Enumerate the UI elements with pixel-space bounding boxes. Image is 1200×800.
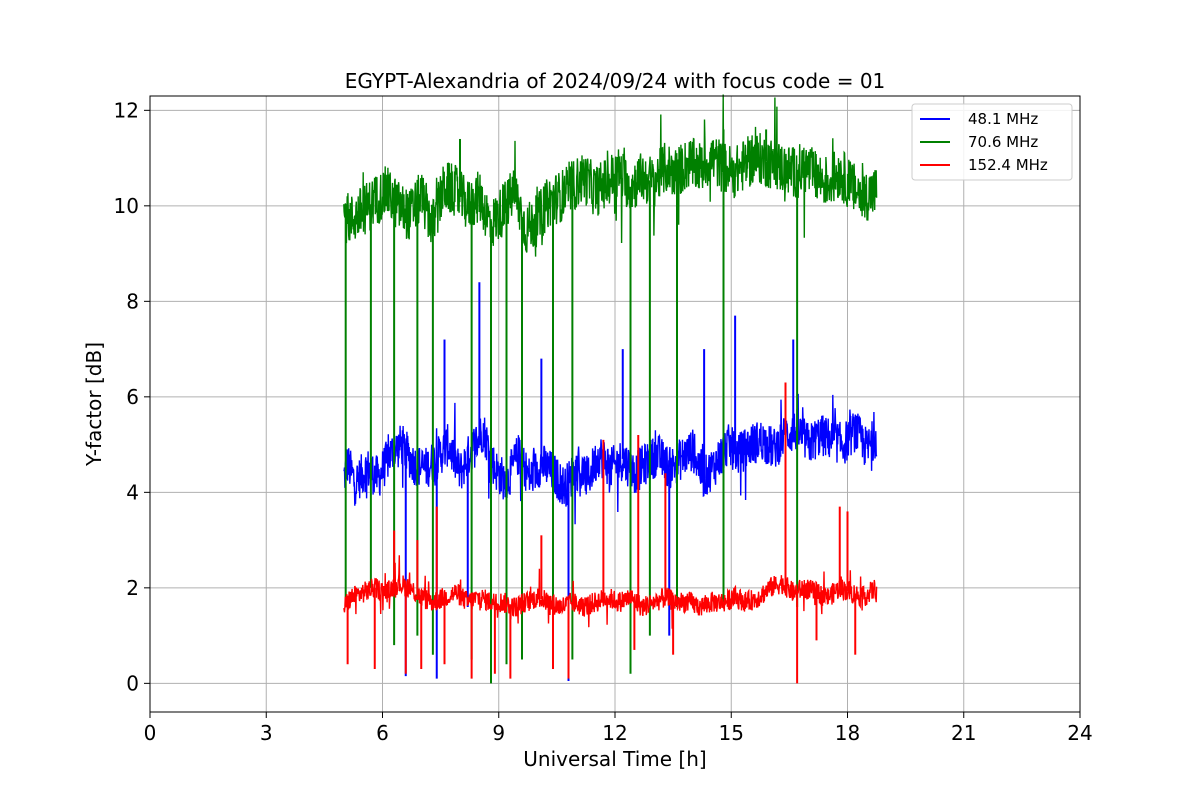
y-tick-label: 12 bbox=[114, 98, 139, 122]
series-layer bbox=[343, 94, 878, 684]
y-tick-label: 10 bbox=[114, 194, 139, 218]
x-axis: 0 3 6 9 12 15 18 21 24 bbox=[144, 712, 1093, 745]
x-tick-label: 12 bbox=[602, 721, 627, 745]
legend-box bbox=[911, 103, 1073, 181]
legend: 48.1 MHz 70.6 MHz 152.4 MHz bbox=[911, 103, 1073, 181]
x-tick-label: 0 bbox=[144, 721, 157, 745]
chart-title: EGYPT-Alexandria of 2024/09/24 with focu… bbox=[345, 69, 886, 93]
x-tick-label: 3 bbox=[260, 721, 273, 745]
x-tick-label: 21 bbox=[951, 721, 976, 745]
x-tick-label: 24 bbox=[1067, 721, 1092, 745]
y-tick-label: 6 bbox=[126, 385, 139, 409]
y-axis-label: Y-factor [dB] bbox=[82, 342, 106, 467]
x-tick-label: 9 bbox=[492, 721, 505, 745]
y-tick-label: 2 bbox=[126, 576, 139, 600]
x-tick-label: 18 bbox=[835, 721, 860, 745]
gridlines bbox=[149, 96, 1081, 712]
x-tick-label: 6 bbox=[376, 721, 389, 745]
x-axis-label: Universal Time [h] bbox=[523, 747, 706, 771]
y-tick-label: 4 bbox=[126, 480, 139, 504]
legend-label: 48.1 MHz bbox=[968, 110, 1038, 128]
series-152-4-mhz bbox=[343, 382, 878, 684]
series-line bbox=[343, 555, 878, 629]
legend-label: 70.6 MHz bbox=[968, 133, 1038, 151]
y-tick-label: 8 bbox=[126, 289, 139, 313]
y-axis: 0 2 4 6 8 10 12 bbox=[114, 98, 150, 695]
legend-label: 152.4 MHz bbox=[968, 156, 1048, 174]
x-tick-label: 15 bbox=[719, 721, 744, 745]
y-tick-label: 0 bbox=[126, 671, 139, 695]
